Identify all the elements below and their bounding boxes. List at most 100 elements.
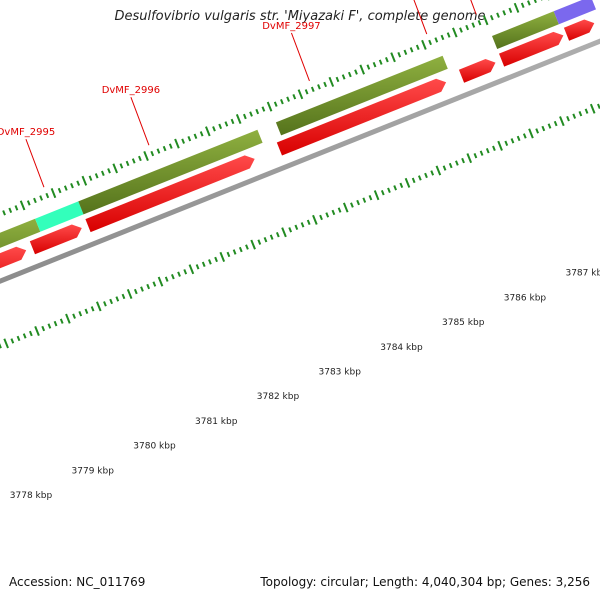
inner-tick	[516, 135, 521, 142]
scale-label: 3779 kbp	[72, 466, 115, 476]
inner-tick	[510, 138, 515, 144]
scale-label: 3783 kbp	[319, 368, 362, 378]
cds-arrow	[499, 31, 564, 67]
inner-tick	[84, 308, 89, 314]
inner-tick	[455, 160, 459, 166]
inner-tick	[553, 120, 558, 127]
inner-tick	[72, 313, 76, 319]
inner-tick	[522, 133, 527, 139]
inner-tick	[177, 271, 181, 277]
inner-tick	[578, 111, 583, 117]
outer-tick	[280, 98, 284, 105]
outer-tick	[193, 133, 198, 139]
inner-tick	[263, 236, 268, 243]
inner-tick	[232, 249, 237, 255]
inner-tick	[238, 246, 243, 253]
inner-tick	[547, 123, 552, 129]
outer-tick	[415, 44, 420, 51]
inner-tick	[466, 153, 473, 164]
outer-tick	[409, 47, 414, 53]
inner-tick	[448, 162, 453, 169]
gene-label: DvMF_2995	[0, 127, 55, 138]
outer-tick	[224, 121, 229, 127]
leader-line	[130, 97, 150, 146]
inner-tick	[183, 269, 188, 275]
inner-tick	[485, 148, 490, 154]
outer-tick	[489, 15, 494, 21]
cds-arrow	[0, 246, 27, 269]
inner-tick	[479, 150, 484, 156]
outer-tick	[26, 200, 31, 206]
backbone-line	[0, 38, 600, 284]
outer-tick	[496, 12, 500, 18]
inner-tick	[473, 152, 478, 159]
outer-tick	[212, 126, 216, 132]
inner-tick	[146, 283, 151, 290]
inner-tick	[95, 301, 102, 312]
inner-tick	[559, 116, 565, 127]
inner-tick	[214, 256, 218, 263]
outer-tick	[101, 170, 105, 176]
outer-tick	[119, 163, 124, 169]
inner-tick	[103, 301, 107, 307]
inner-tick	[492, 145, 496, 151]
inner-tick	[195, 264, 200, 270]
outer-tick	[2, 210, 6, 216]
outer-tick	[304, 89, 309, 95]
inner-tick	[109, 298, 113, 305]
inner-tick	[288, 227, 293, 233]
outer-tick	[243, 113, 247, 120]
outer-tick	[205, 126, 211, 137]
outer-tick	[397, 52, 402, 58]
inner-tick	[312, 214, 318, 225]
inner-tick	[589, 103, 596, 114]
outer-tick	[317, 84, 321, 90]
inner-tick	[3, 338, 9, 349]
outer-tick	[508, 7, 513, 13]
inner-tick	[393, 185, 398, 191]
outer-tick	[428, 39, 432, 46]
cds-arrow	[85, 155, 255, 233]
inner-tick	[404, 177, 411, 188]
inner-tick	[306, 219, 311, 226]
outer-tick	[286, 96, 290, 102]
inner-tick	[442, 165, 447, 171]
outer-tick	[477, 19, 482, 26]
inner-tick	[497, 140, 503, 151]
inner-tick	[188, 264, 195, 275]
outer-tick	[354, 69, 358, 75]
gene-labels: DvMF_2995DvMF_2996DvMF_2997DvMF_2998DvMF…	[0, 21, 321, 138]
outer-tick	[378, 59, 383, 65]
outer-tick	[266, 101, 273, 112]
outer-tick	[459, 27, 463, 33]
outer-tick	[199, 131, 204, 137]
inner-tick	[350, 202, 354, 208]
inner-tick	[300, 222, 305, 228]
gene-block	[0, 218, 41, 248]
scale-labels: 3778 kbp 3779 kbp 3780 kbp 3781 kbp 3782 kbp…	[10, 269, 600, 501]
leader-line	[413, 0, 428, 35]
genome-info-text: Topology: circular; Length: 4,040,304 bp…	[260, 575, 590, 589]
inner-tick	[331, 209, 336, 216]
inner-tick	[121, 293, 126, 300]
outer-tick	[502, 10, 507, 16]
outer-tick-track	[2, 0, 550, 216]
scale-label: 3784 kbp	[380, 343, 423, 353]
inner-tick	[126, 288, 133, 299]
outer-tick	[81, 175, 88, 186]
inner-tick	[219, 251, 226, 262]
backbone-track	[0, 38, 600, 284]
inner-tick	[29, 330, 33, 337]
inner-tick	[0, 343, 2, 349]
inner-tick	[281, 227, 287, 238]
outer-tick	[218, 123, 223, 130]
outer-tick	[440, 34, 445, 41]
outer-tick	[347, 71, 352, 78]
inner-tick	[373, 190, 380, 201]
inner-tick	[430, 170, 435, 176]
outer-tick	[366, 64, 371, 70]
scale-label: 3785 kbp	[442, 318, 485, 328]
inner-tick	[152, 281, 157, 287]
outer-tick	[150, 150, 155, 157]
